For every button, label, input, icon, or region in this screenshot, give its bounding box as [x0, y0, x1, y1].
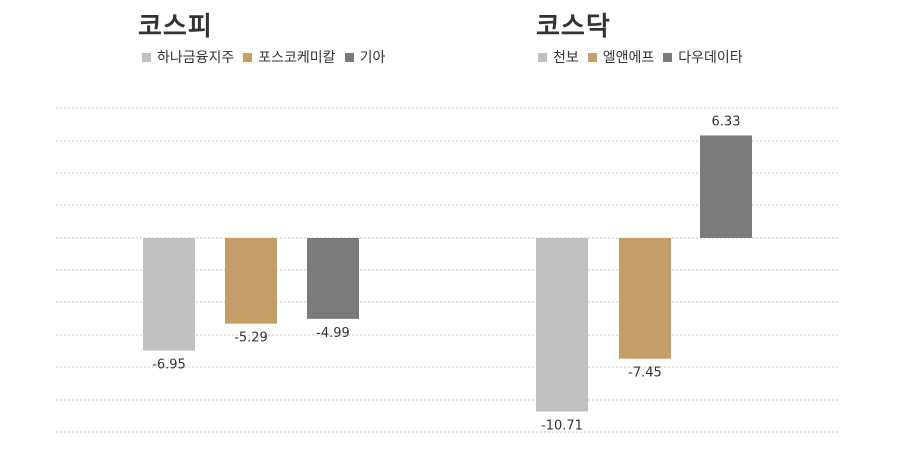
legend-label: 하나금융지주 — [157, 50, 235, 66]
legend-item: 엘앤에프 — [587, 47, 655, 67]
kosdaq-legend: 천보 엘앤에프 다우데이타 — [538, 47, 752, 67]
bar — [619, 238, 671, 359]
value-label: -6.95 — [152, 358, 186, 373]
value-labels: -6.95 -5.29 -4.99 -10.71 -7.45 6.33 — [152, 114, 740, 433]
kosdaq-title: 코스닥 — [536, 12, 611, 42]
kospi-title: 코스피 — [138, 12, 213, 42]
value-label: -5.29 — [234, 331, 268, 346]
legend-label: 기아 — [359, 50, 386, 66]
legend-label: 엘앤에프 — [602, 50, 655, 66]
bar — [307, 238, 359, 319]
bar — [143, 238, 195, 351]
bar — [225, 238, 277, 324]
legend-swatch — [538, 52, 547, 62]
bars — [143, 135, 752, 412]
legend-swatch — [142, 52, 151, 62]
legend-item: 다우데이타 — [663, 47, 743, 67]
legend-label: 다우데이타 — [678, 50, 743, 66]
legend-swatch — [243, 52, 253, 62]
legend-item: 기아 — [344, 47, 386, 67]
legend-label: 포스코케미칼 — [258, 50, 336, 66]
legend-swatch — [344, 52, 354, 62]
kospi-legend: 하나금융지주 포스코케미칼 기아 — [142, 47, 394, 67]
legend-item: 포스코케미칼 — [243, 47, 336, 67]
value-label: -4.99 — [316, 326, 350, 341]
legend-label: 천보 — [553, 50, 579, 66]
bar — [536, 238, 588, 412]
value-label: -10.71 — [541, 419, 583, 434]
legend-swatch — [587, 52, 597, 62]
value-label: 6.33 — [712, 114, 741, 129]
legend-item: 천보 — [538, 47, 579, 67]
value-label: -7.45 — [628, 366, 662, 381]
legend-item: 하나금융지주 — [142, 47, 234, 67]
bar — [700, 135, 752, 238]
legend-swatch — [663, 52, 673, 62]
gridlines — [56, 107, 840, 433]
